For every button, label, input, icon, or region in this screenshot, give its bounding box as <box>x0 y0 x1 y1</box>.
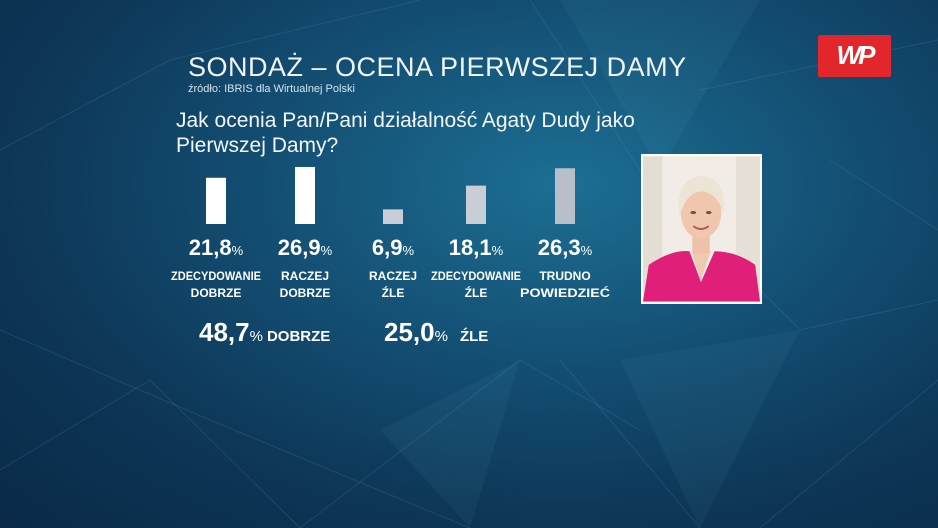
summary-good-value: 48,7 <box>199 317 250 347</box>
source-note: źródło: IBRIS dla Wirtualnej Polski <box>188 83 355 95</box>
summary-good-label: DOBRZE <box>266 328 331 345</box>
summary-bad-label: ŹLE <box>459 328 489 345</box>
wp-logo-text: WP <box>836 40 876 70</box>
summary-bad-unit: % <box>434 328 448 345</box>
wp-logo: WP <box>818 35 891 77</box>
summary-bad: 25,0% ŹLE <box>384 317 488 348</box>
summary-good: 48,7% DOBRZE <box>199 317 330 348</box>
portrait-illustration <box>643 156 760 302</box>
page-title: SONDAŻ – OCENA PIERWSZEJ DAMY <box>188 52 687 82</box>
summary-good-unit: % <box>249 328 263 345</box>
survey-question: Jak ocenia Pan/Pani działalność Agaty Du… <box>176 109 635 157</box>
summary-bad-value: 25,0 <box>384 317 435 347</box>
portrait-photo <box>641 154 762 304</box>
